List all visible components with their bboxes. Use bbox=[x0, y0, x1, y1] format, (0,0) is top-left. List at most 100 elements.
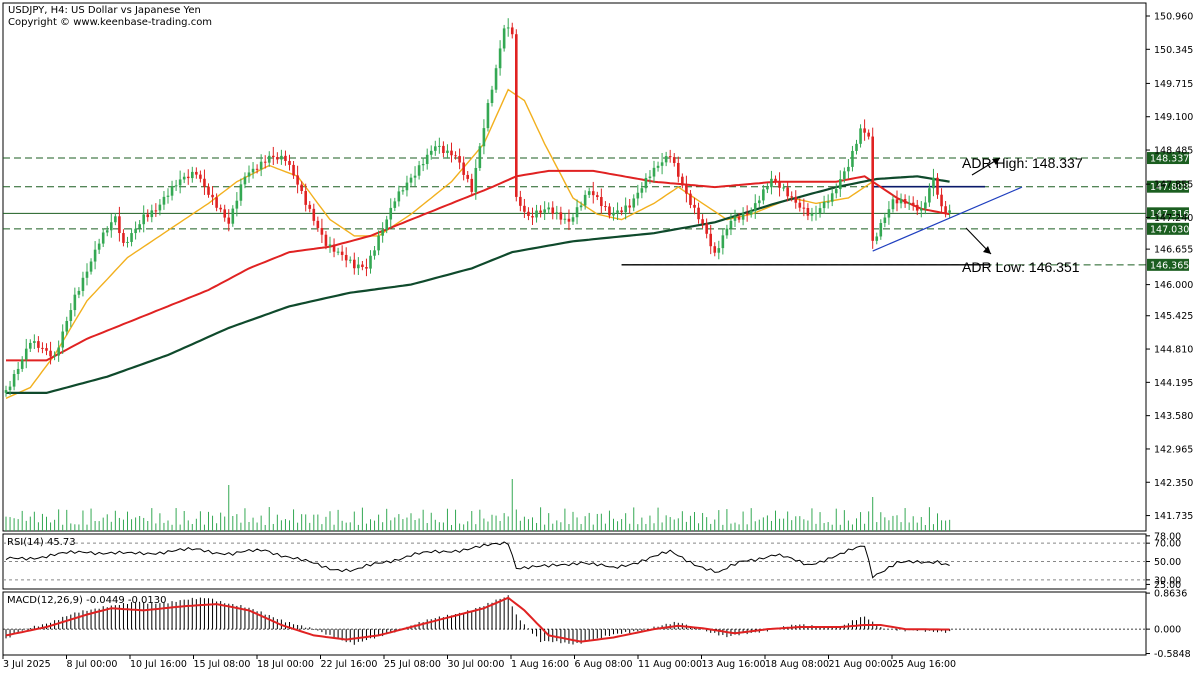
candle[interactable] bbox=[122, 229, 125, 247]
candle[interactable] bbox=[762, 184, 765, 205]
candle[interactable] bbox=[397, 185, 401, 207]
candle[interactable] bbox=[470, 173, 474, 197]
candle[interactable] bbox=[199, 170, 202, 183]
candle[interactable] bbox=[211, 186, 214, 206]
candle[interactable] bbox=[907, 195, 911, 211]
candle[interactable] bbox=[263, 155, 267, 169]
candle[interactable] bbox=[239, 178, 243, 206]
candle[interactable] bbox=[851, 145, 854, 172]
candle[interactable] bbox=[81, 271, 85, 297]
candle[interactable] bbox=[822, 195, 826, 214]
candle[interactable] bbox=[575, 199, 579, 225]
candle[interactable] bbox=[770, 170, 773, 195]
candle[interactable] bbox=[871, 127, 874, 249]
candle[interactable] bbox=[948, 204, 951, 218]
candle[interactable] bbox=[749, 207, 753, 218]
candle[interactable] bbox=[563, 214, 567, 224]
candle[interactable] bbox=[195, 167, 198, 179]
candle[interactable] bbox=[883, 212, 887, 228]
candle[interactable] bbox=[672, 153, 676, 167]
candle[interactable] bbox=[490, 85, 494, 107]
candle[interactable] bbox=[636, 184, 640, 206]
candle[interactable] bbox=[454, 151, 457, 160]
candle[interactable] bbox=[466, 171, 469, 183]
candle[interactable] bbox=[839, 170, 842, 197]
candle[interactable] bbox=[243, 172, 247, 189]
candle[interactable] bbox=[478, 143, 482, 171]
candle[interactable] bbox=[843, 167, 846, 183]
candle[interactable] bbox=[527, 207, 530, 221]
candle[interactable] bbox=[97, 238, 101, 254]
candle[interactable] bbox=[126, 236, 129, 248]
candle[interactable] bbox=[101, 228, 105, 248]
candle[interactable] bbox=[826, 194, 830, 209]
candle[interactable] bbox=[498, 40, 502, 76]
candle[interactable] bbox=[587, 187, 591, 198]
candle[interactable] bbox=[867, 129, 870, 140]
ascending-trendline[interactable] bbox=[872, 186, 1023, 252]
candle[interactable] bbox=[766, 183, 769, 194]
candle[interactable] bbox=[255, 164, 259, 174]
candle[interactable] bbox=[689, 190, 692, 209]
candle[interactable] bbox=[685, 175, 688, 203]
candle[interactable] bbox=[895, 190, 899, 212]
candle[interactable] bbox=[215, 193, 218, 212]
candle[interactable] bbox=[361, 260, 364, 271]
candle[interactable] bbox=[830, 188, 834, 207]
candle[interactable] bbox=[340, 245, 344, 261]
candle[interactable] bbox=[806, 203, 810, 221]
candle[interactable] bbox=[409, 173, 413, 187]
candle[interactable] bbox=[863, 119, 866, 141]
candle[interactable] bbox=[778, 172, 781, 197]
candle[interactable] bbox=[178, 170, 182, 194]
candle[interactable] bbox=[259, 154, 263, 177]
candle[interactable] bbox=[847, 159, 850, 179]
trendline[interactable] bbox=[872, 157, 1023, 255]
candle[interactable] bbox=[166, 188, 170, 204]
candle[interactable] bbox=[887, 201, 891, 225]
candle[interactable] bbox=[458, 148, 461, 170]
candle[interactable] bbox=[814, 205, 818, 221]
candle[interactable] bbox=[320, 218, 324, 244]
candle[interactable] bbox=[292, 161, 295, 179]
candle[interactable] bbox=[936, 173, 939, 199]
candle[interactable] bbox=[24, 338, 28, 369]
candle[interactable] bbox=[16, 362, 20, 381]
candle[interactable] bbox=[571, 213, 575, 225]
candle[interactable] bbox=[316, 216, 320, 232]
candle[interactable] bbox=[608, 203, 611, 219]
candle[interactable] bbox=[413, 166, 417, 187]
candle[interactable] bbox=[328, 236, 332, 253]
candle[interactable] bbox=[932, 168, 935, 197]
candle[interactable] bbox=[118, 206, 121, 242]
candle[interactable] bbox=[596, 191, 599, 201]
candle[interactable] bbox=[523, 198, 526, 218]
candle[interactable] bbox=[33, 334, 36, 350]
candle[interactable] bbox=[182, 172, 186, 184]
candle[interactable] bbox=[944, 200, 947, 218]
candle[interactable] bbox=[130, 228, 133, 247]
candle[interactable] bbox=[57, 340, 60, 362]
candle[interactable] bbox=[462, 156, 465, 181]
candle[interactable] bbox=[276, 152, 279, 164]
candle[interactable] bbox=[4, 385, 8, 397]
candle[interactable] bbox=[142, 205, 145, 233]
candle[interactable] bbox=[389, 198, 393, 229]
candle[interactable] bbox=[446, 144, 449, 159]
candle[interactable] bbox=[551, 201, 555, 220]
candle[interactable] bbox=[385, 215, 388, 234]
candle[interactable] bbox=[604, 201, 607, 211]
candle[interactable] bbox=[652, 160, 656, 183]
candle[interactable] bbox=[369, 250, 372, 274]
candle[interactable] bbox=[790, 191, 793, 202]
candle[interactable] bbox=[729, 213, 733, 236]
candle[interactable] bbox=[741, 207, 745, 226]
candle[interactable] bbox=[450, 142, 453, 163]
candle[interactable] bbox=[438, 137, 441, 154]
candle[interactable] bbox=[510, 22, 514, 39]
candle[interactable] bbox=[879, 219, 883, 240]
candle[interactable] bbox=[681, 173, 684, 189]
candle[interactable] bbox=[12, 369, 16, 391]
candlesticks[interactable] bbox=[4, 18, 951, 397]
candle[interactable] bbox=[227, 209, 231, 232]
